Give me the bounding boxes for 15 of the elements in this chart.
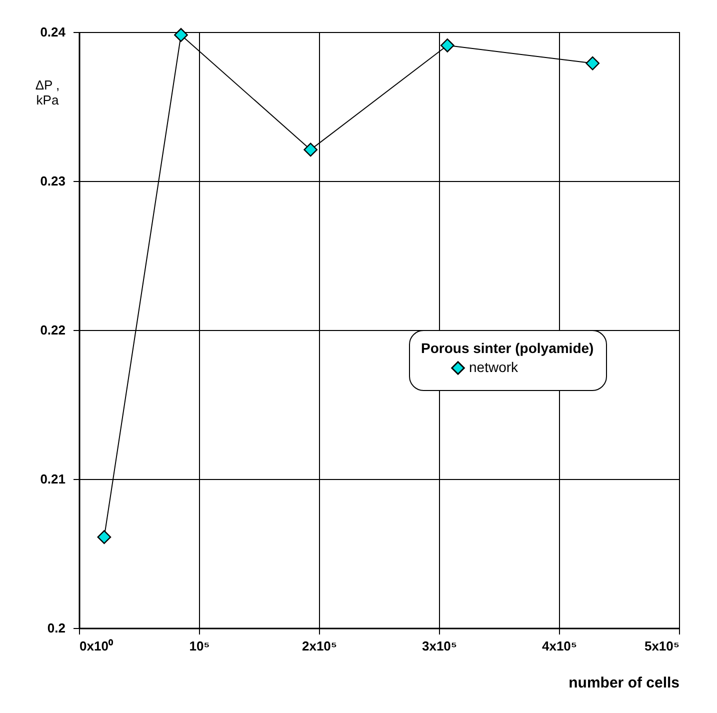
x-tick-label: 0x10⁰ <box>80 638 114 654</box>
x-tick-label: 5x10⁵ <box>644 638 680 654</box>
x-tick-label: 2x10⁵ <box>302 638 338 654</box>
x-tick-label: 4x10⁵ <box>542 638 578 654</box>
y-axis-title: ΔP , kPa <box>35 78 60 108</box>
y-tick-label: 0.21 <box>40 472 66 486</box>
y-tick-label: 0.22 <box>40 322 66 338</box>
legend-label: network <box>469 359 520 375</box>
y-tick-label: 0.24 <box>40 24 66 40</box>
x-tick-label: 3x10⁵ <box>422 638 458 654</box>
legend-title: Porous sinter (polyamide) <box>421 340 594 356</box>
y-tick-label: 0.2 <box>47 620 66 636</box>
x-tick-label: 10⁵ <box>189 638 210 654</box>
x-axis-title: number of cells <box>568 674 680 692</box>
y-tick-label: 0.23 <box>40 174 66 188</box>
